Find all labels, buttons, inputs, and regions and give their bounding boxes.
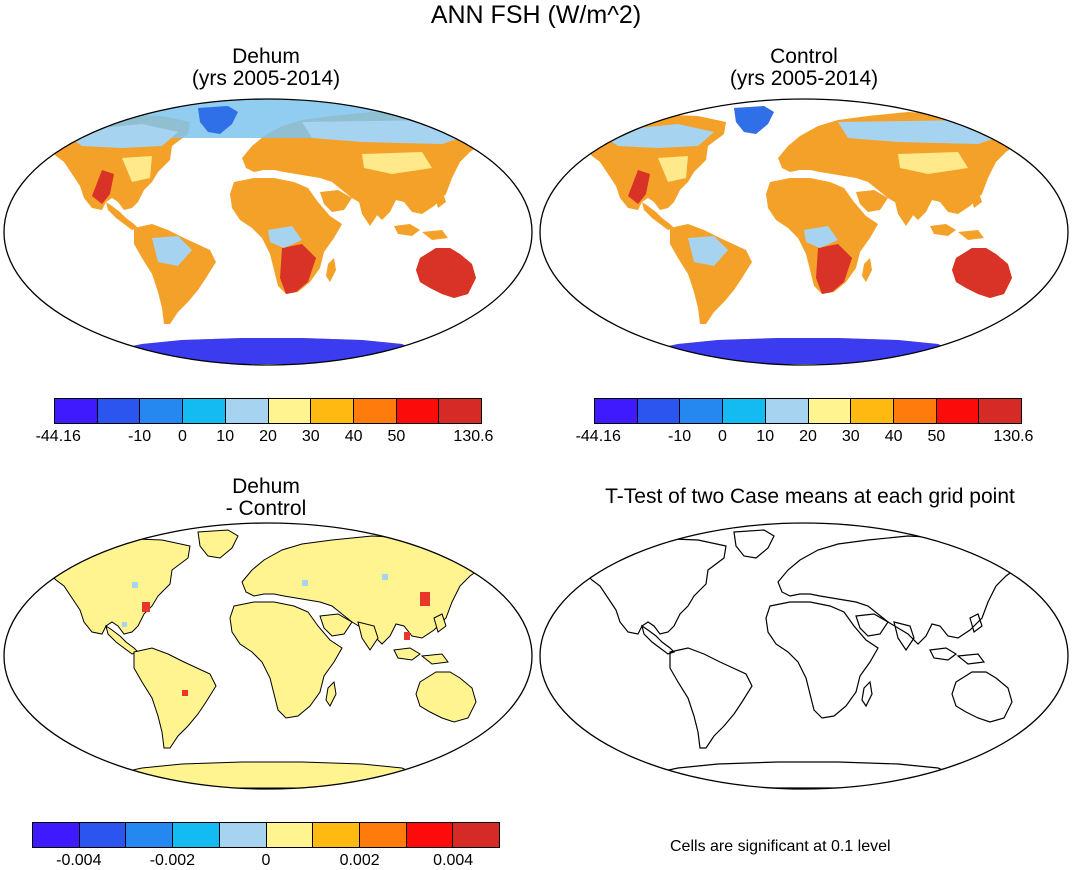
colorbar-dehum-tick-label: 130.6 [453, 428, 494, 445]
colorbar-difference-tick-label: 0.004 [433, 852, 474, 869]
colorbar-dehum-swatch [268, 399, 312, 423]
colorbar-dehum-tick-label: 50 [387, 428, 406, 445]
panel2-title: Control (yrs 2005-2014) [688, 46, 920, 90]
colorbar-control-tick-label: -44.16 [575, 428, 621, 445]
colorbar-dehum-tick-label: 20 [259, 428, 277, 445]
colorbar-control-swatch [851, 399, 894, 423]
colorbar-control-tick-label: 30 [841, 428, 860, 445]
colorbar-difference-swatch [173, 823, 220, 847]
colorbar-difference-tick-label: 0.002 [339, 852, 380, 869]
colorbar-dehum-tick-label: 30 [301, 428, 320, 445]
colorbar-difference-tick-label: -0.002 [149, 852, 196, 869]
colorbar-control-swatch [723, 399, 766, 423]
colorbar-dehum-tick-label: 0 [177, 428, 187, 445]
map-difference [3, 522, 533, 790]
significance-note: Cells are significant at 0.1 level [670, 838, 891, 855]
colorbar-dehum-swatch [97, 399, 141, 423]
colorbar-dehum [54, 398, 482, 424]
colorbar-control-tick-label: 10 [756, 428, 775, 445]
panel3-title: Dehum - Control [150, 476, 382, 520]
colorbar-control [594, 398, 1022, 424]
panel3-title-line1: Dehum [232, 475, 300, 498]
colorbar-dehum-swatch [183, 399, 226, 423]
map-ttest [539, 522, 1069, 790]
panel4-title: T-Test of two Case means at each grid po… [605, 485, 1015, 508]
panel1-title-line2: (yrs 2005-2014) [191, 67, 341, 90]
colorbar-dehum-swatch [55, 399, 98, 423]
colorbar-control-swatch [765, 399, 809, 423]
colorbar-control-swatch [595, 399, 638, 423]
colorbar-difference-swatch [126, 823, 174, 847]
colorbar-control-tick-label: 20 [799, 428, 817, 445]
colorbar-difference-swatch [219, 823, 267, 847]
panel1-title: Dehum (yrs 2005-2014) [150, 46, 382, 90]
figure-title: ANN FSH (W/m^2) [430, 1, 642, 29]
colorbar-difference [32, 822, 500, 848]
colorbar-dehum-tick-label: 10 [216, 428, 235, 445]
colorbar-control-swatch [808, 399, 852, 423]
colorbar-control-swatch [979, 399, 1022, 423]
colorbar-control-tick-label: -10 [668, 428, 692, 445]
colorbar-difference-tick-label: 0 [261, 852, 271, 869]
colorbar-control-tick-label: 0 [717, 428, 727, 445]
map-dehum [3, 98, 533, 366]
colorbar-dehum-tick-label: -10 [128, 428, 152, 445]
colorbar-control-swatch [680, 399, 724, 423]
colorbar-difference-swatch [313, 823, 360, 847]
colorbar-dehum-swatch [396, 399, 440, 423]
colorbar-dehum-swatch [439, 399, 482, 423]
panel2-title-line2: (yrs 2005-2014) [729, 67, 879, 90]
colorbar-difference-swatch [266, 823, 314, 847]
colorbar-control-tick-label: 50 [927, 428, 946, 445]
panel3-title-line2: - Control [225, 497, 307, 520]
colorbar-dehum-swatch [353, 399, 397, 423]
colorbar-dehum-swatch [311, 399, 354, 423]
colorbar-difference-swatch [359, 823, 407, 847]
colorbar-control-swatch [936, 399, 980, 423]
colorbar-difference-swatch [33, 823, 80, 847]
panel2-title-line1: Control [770, 45, 838, 68]
panel1-title-line1: Dehum [232, 45, 300, 68]
colorbar-difference-swatch [406, 823, 454, 847]
colorbar-control-tick-label: 40 [884, 428, 903, 445]
colorbar-difference-tick-label: -0.004 [56, 852, 102, 869]
colorbar-dehum-swatch [225, 399, 269, 423]
colorbar-dehum-swatch [140, 399, 184, 423]
colorbar-difference-swatch [453, 823, 500, 847]
colorbar-control-tick-label: 130.6 [993, 428, 1034, 445]
colorbar-difference-swatch [79, 823, 127, 847]
colorbar-dehum-tick-label: 40 [344, 428, 363, 445]
colorbar-dehum-tick-label: -44.16 [35, 428, 81, 445]
map-control [539, 98, 1069, 366]
colorbar-control-swatch [637, 399, 681, 423]
colorbar-control-swatch [893, 399, 937, 423]
